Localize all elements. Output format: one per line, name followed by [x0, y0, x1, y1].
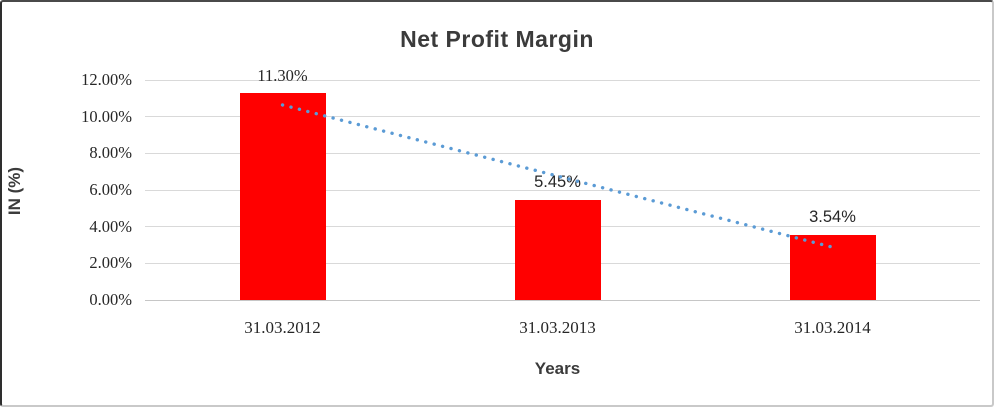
y-tick-label: 4.00% — [89, 216, 132, 236]
gridline — [145, 299, 980, 301]
x-tick-label: 31.03.2013 — [519, 318, 596, 337]
bar — [239, 92, 326, 300]
x-axis-title: Years — [534, 359, 581, 378]
bar — [514, 200, 601, 300]
bar-value-label: 3.54% — [809, 208, 856, 227]
y-tick-label: 10.00% — [81, 106, 132, 126]
bar-value-label: 11.30% — [257, 65, 308, 85]
x-tick-label: 31.03.2012 — [244, 318, 321, 337]
y-tick-label: 2.00% — [89, 253, 132, 273]
y-tick-label: 8.00% — [89, 143, 132, 163]
chart-title: Net Profit Margin — [400, 26, 594, 52]
gridline — [145, 79, 980, 81]
x-tick-label: 31.03.2014 — [794, 318, 871, 337]
y-tick-label: 0.00% — [89, 290, 132, 309]
y-axis-title: IN (%) — [5, 166, 24, 216]
bar-value-label: 5.45% — [534, 173, 581, 192]
y-tick-label: 12.00% — [81, 70, 132, 89]
bar — [789, 235, 876, 300]
y-tick-label: 6.00% — [89, 180, 132, 199]
